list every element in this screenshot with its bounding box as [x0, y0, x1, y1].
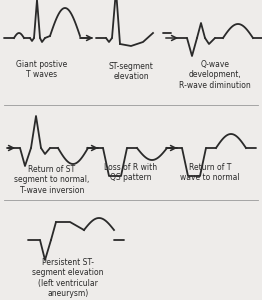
- Text: Return of ST
segment to normal,
T-wave inversion: Return of ST segment to normal, T-wave i…: [14, 165, 90, 195]
- Text: Persistent ST-
segment elevation
(left ventricular
aneurysm): Persistent ST- segment elevation (left v…: [32, 258, 104, 298]
- Text: Loss of R with
QS pattern: Loss of R with QS pattern: [105, 163, 157, 182]
- Text: ST-segment
elevation: ST-segment elevation: [108, 62, 154, 81]
- Text: Q-wave
development,
R-wave diminution: Q-wave development, R-wave diminution: [179, 60, 251, 90]
- Text: Return of T
wave to normal: Return of T wave to normal: [180, 163, 240, 182]
- Text: Giant postive
T waves: Giant postive T waves: [16, 60, 68, 80]
